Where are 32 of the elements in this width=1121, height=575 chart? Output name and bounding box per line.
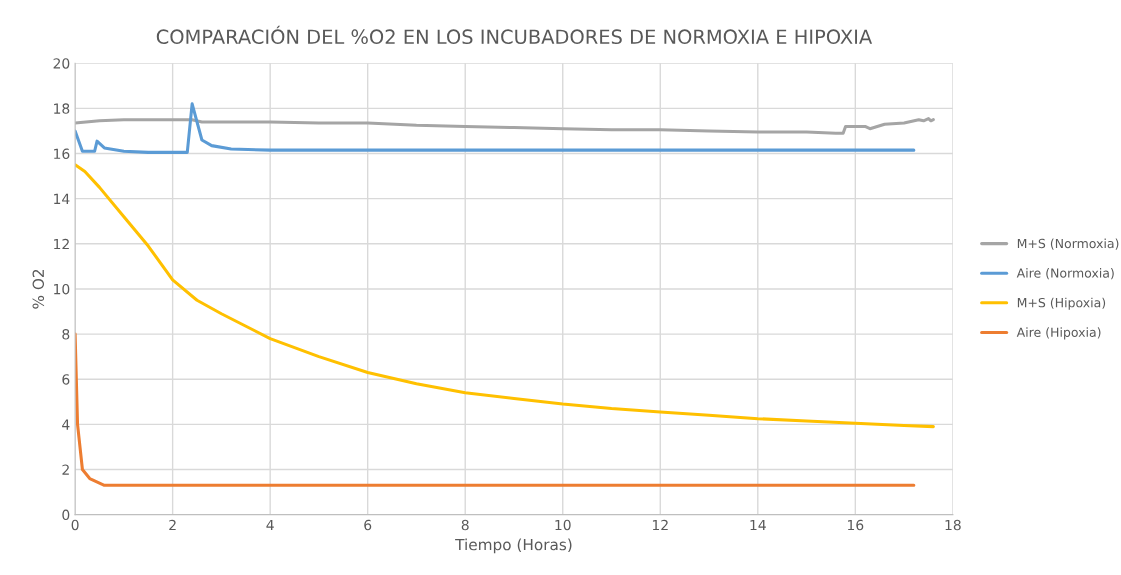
x-tick-label: 0 — [71, 519, 79, 531]
y-tick-label: 18 — [54, 103, 70, 114]
y-tick-label: 16 — [54, 148, 70, 159]
legend-label: M+S (Hipoxia) — [1017, 297, 1106, 310]
y-tick-label: 6 — [62, 374, 70, 385]
line-series — [75, 163, 935, 429]
x-tick-label: 4 — [266, 519, 274, 531]
x-axis-title: Tiempo (Horas) — [455, 538, 572, 554]
line-series — [75, 332, 916, 487]
y-tick-label: 2 — [62, 464, 69, 475]
x-tick-label: 6 — [364, 519, 372, 531]
y-tick-label: 14 — [54, 193, 70, 204]
y-tick-label: 8 — [62, 329, 70, 340]
x-tick-label: 16 — [848, 519, 864, 531]
x-tick-label: 18 — [945, 519, 961, 531]
y-tick-label: 20 — [53, 58, 70, 69]
legend-label: Aire (Normoxia) — [1016, 268, 1114, 280]
x-tick-label: 8 — [461, 519, 469, 531]
y-tick-label: 0 — [62, 509, 70, 521]
x-tick-label: 10 — [555, 519, 571, 531]
legend-label: M+S (Normoxia) — [1017, 238, 1119, 250]
x-tick-label: 14 — [750, 519, 766, 531]
y-tick-label: 4 — [62, 419, 70, 430]
line-series — [75, 102, 916, 154]
chart-title: COMPARACIÓN DEL %O2 EN LOS INCUBADORES DE NORMOXIA E HIPOXIA — [156, 25, 873, 45]
y-tick-label: 10 — [54, 283, 70, 295]
y-tick-label: 12 — [54, 238, 69, 250]
x-tick-label: 2 — [169, 519, 176, 531]
y-axis-title: % O2 — [32, 269, 45, 309]
x-tick-label: 12 — [652, 519, 668, 531]
legend-label: Aire (Hipoxia) — [1016, 327, 1101, 340]
line-series — [75, 117, 935, 135]
